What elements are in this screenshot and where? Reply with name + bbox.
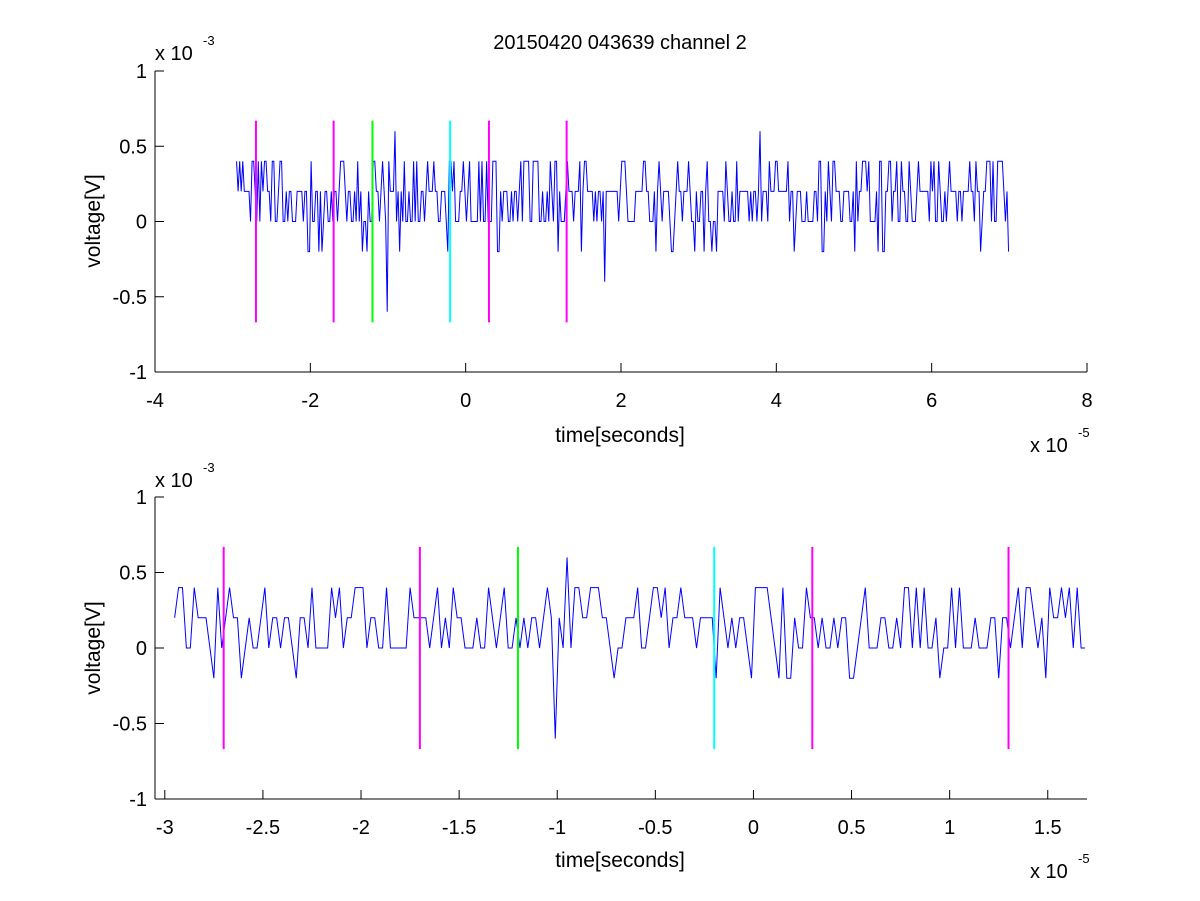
top-y-scale-exponent: -3 <box>203 33 215 48</box>
chart-title: 20150420 043639 channel 2 <box>493 32 747 54</box>
bottom-y-scale-exponent: -3 <box>203 460 215 475</box>
top-x-tick-label: 6 <box>926 390 937 412</box>
bottom-y-tick-label: -1 <box>129 789 147 811</box>
top-x-axis-label: time[seconds] <box>555 424 685 447</box>
top-y-tick-label: 0.5 <box>119 136 147 158</box>
top-x-tick-label: 0 <box>460 390 471 412</box>
bottom-y-scale-base: x 10 <box>155 470 193 492</box>
bottom-x-tick-label: 0 <box>748 817 759 839</box>
top-x-tick-label: 4 <box>771 390 782 412</box>
top-y-tick-label: -1 <box>129 362 147 384</box>
top-x-scale-exponent: -5 <box>1078 425 1090 440</box>
top-y-axis-label: voltage[V] <box>82 174 105 267</box>
bottom-y-tick-label: 0.5 <box>119 563 147 585</box>
bottom-x-scale-factor: x 10 -5 <box>1030 851 1090 883</box>
top-signal-series <box>236 131 1010 312</box>
top-x-scale-factor: x 10 -5 <box>1030 425 1090 457</box>
bottom-x-tick-label: -1 <box>548 817 566 839</box>
bottom-x-tick-label: 1 <box>944 817 955 839</box>
bottom-x-scale-exponent: -5 <box>1078 851 1090 866</box>
top-y-scale-base: x 10 <box>155 43 193 65</box>
bottom-y-scale-factor: x 10 -3 <box>155 460 215 492</box>
bottom-y-axis-label: voltage[V] <box>82 601 105 694</box>
top-y-tick-label: -0.5 <box>113 287 147 309</box>
bottom-x-tick-label: -3 <box>156 817 174 839</box>
bottom-x-axis-label: time[seconds] <box>555 849 685 872</box>
bottom-x-scale-base: x 10 <box>1030 861 1068 883</box>
bottom-plot: time[seconds] voltage[V] x 10 -3 x 10 -5… <box>82 460 1090 883</box>
bottom-x-tick-label: -1.5 <box>442 817 476 839</box>
top-x-tick-label: -2 <box>301 390 319 412</box>
top-plot: time[seconds] voltage[V] x 10 -3 x 10 -5… <box>82 33 1093 457</box>
bottom-x-tick-label: -0.5 <box>638 817 672 839</box>
top-y-scale-factor: x 10 -3 <box>155 33 215 65</box>
top-x-tick-label: 8 <box>1081 390 1092 412</box>
bottom-x-tick-label: 0.5 <box>838 817 866 839</box>
bottom-y-tick-label: 0 <box>136 638 147 660</box>
top-x-tick-label: 2 <box>615 390 626 412</box>
top-y-tick-label: 0 <box>136 212 147 234</box>
top-x-scale-base: x 10 <box>1030 435 1068 457</box>
bottom-signal-series <box>174 557 1086 739</box>
top-x-tick-label: -4 <box>146 390 164 412</box>
bottom-x-tick-label: -2.5 <box>246 817 280 839</box>
bottom-x-tick-label: -2 <box>352 817 370 839</box>
bottom-x-tick-label: 1.5 <box>1034 817 1062 839</box>
bottom-y-tick-label: -0.5 <box>113 714 147 736</box>
bottom-y-tick-label: 1 <box>136 487 147 509</box>
top-y-tick-label: 1 <box>136 61 147 83</box>
